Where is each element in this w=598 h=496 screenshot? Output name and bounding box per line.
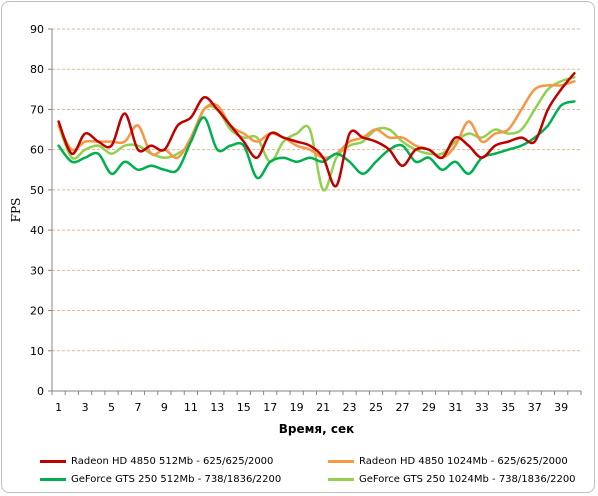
x-tick-label: 31 xyxy=(448,401,462,414)
x-tick-label: 3 xyxy=(82,401,89,414)
x-tick-label: 13 xyxy=(210,401,224,414)
y-tick-label: 70 xyxy=(30,103,44,116)
legend-swatch xyxy=(328,459,354,463)
y-tick-label: 30 xyxy=(30,264,44,277)
legend-item: GeForce GTS 250 512Mb - 738/1836/2200 xyxy=(40,472,281,488)
y-axis-title: FPS xyxy=(9,198,23,223)
x-tick-label: 27 xyxy=(395,401,409,414)
legend: Radeon HD 4850 512Mb - 625/625/2000 Radeo… xyxy=(40,448,580,490)
x-tick-label: 9 xyxy=(161,401,168,414)
y-tick-label: 10 xyxy=(30,345,44,358)
series-line-2 xyxy=(57,80,576,160)
x-tick-label: 33 xyxy=(475,401,489,414)
x-tick-label: 17 xyxy=(263,401,277,414)
legend-item: Radeon HD 4850 512Mb - 625/625/2000 xyxy=(40,454,273,470)
legend-swatch xyxy=(40,459,66,463)
x-tick-label: 5 xyxy=(108,401,115,414)
legend-label: GeForce GTS 250 512Mb - 738/1836/2200 xyxy=(71,474,282,485)
y-tick-label: 90 xyxy=(30,23,44,36)
series-line-1 xyxy=(57,71,576,188)
y-tick-label: 20 xyxy=(30,305,44,318)
legend-item: Radeon HD 4850 1024Mb - 625/625/2000 xyxy=(328,454,568,470)
x-tick-label: 25 xyxy=(369,401,383,414)
x-axis-title: Время, сек xyxy=(279,422,355,436)
x-tick-label: 23 xyxy=(343,401,357,414)
x-tick-label: 35 xyxy=(501,401,515,414)
x-tick-label: 7 xyxy=(134,401,141,414)
series-line-3 xyxy=(57,100,576,180)
x-tick-label: 1 xyxy=(55,401,62,414)
legend-label: GeForce GTS 250 1024Mb - 738/1836/2200 xyxy=(359,474,576,485)
x-tick-label: 37 xyxy=(528,401,542,414)
y-tick-label: 60 xyxy=(30,144,44,157)
y-tick-label: 50 xyxy=(30,184,44,197)
x-tick-label: 39 xyxy=(554,401,568,414)
legend-swatch xyxy=(40,477,66,481)
x-tick-label: 11 xyxy=(184,401,198,414)
x-tick-label: 29 xyxy=(422,401,436,414)
x-tick-label: 19 xyxy=(290,401,304,414)
x-tick-label: 15 xyxy=(237,401,251,414)
legend-label: Radeon HD 4850 512Mb - 625/625/2000 xyxy=(71,456,274,467)
y-tick-label: 40 xyxy=(30,224,44,237)
legend-swatch xyxy=(328,477,354,481)
y-tick-label: 0 xyxy=(37,385,44,398)
x-tick-label: 21 xyxy=(316,401,330,414)
y-tick-label: 80 xyxy=(30,63,44,76)
legend-label: Radeon HD 4850 1024Mb - 625/625/2000 xyxy=(359,456,568,467)
legend-item: GeForce GTS 250 1024Mb - 738/1836/2200 xyxy=(328,472,576,488)
